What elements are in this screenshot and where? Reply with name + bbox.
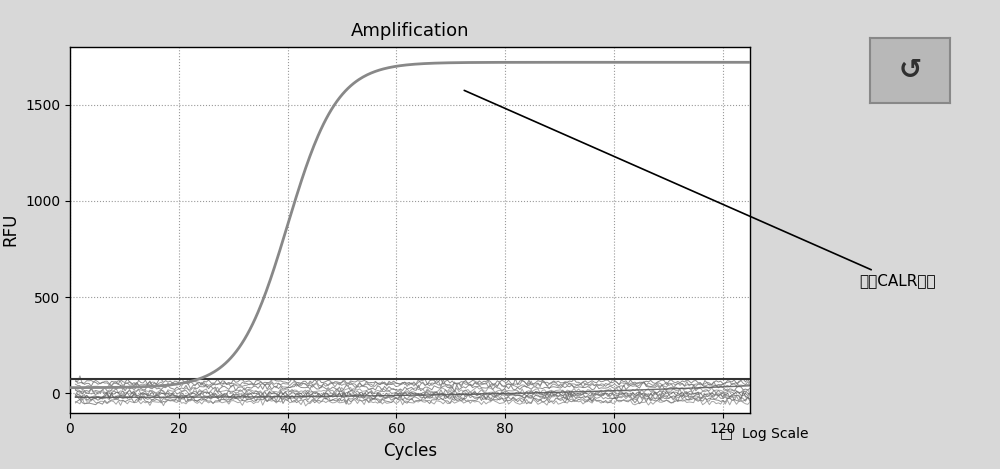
Text: 内参CALR基因: 内参CALR基因 <box>464 91 935 288</box>
X-axis label: Cycles: Cycles <box>383 442 437 460</box>
Text: ↺: ↺ <box>898 56 922 84</box>
Y-axis label: RFU: RFU <box>2 213 20 247</box>
Title: Amplification: Amplification <box>351 22 469 40</box>
Text: □  Log Scale: □ Log Scale <box>720 427 808 441</box>
